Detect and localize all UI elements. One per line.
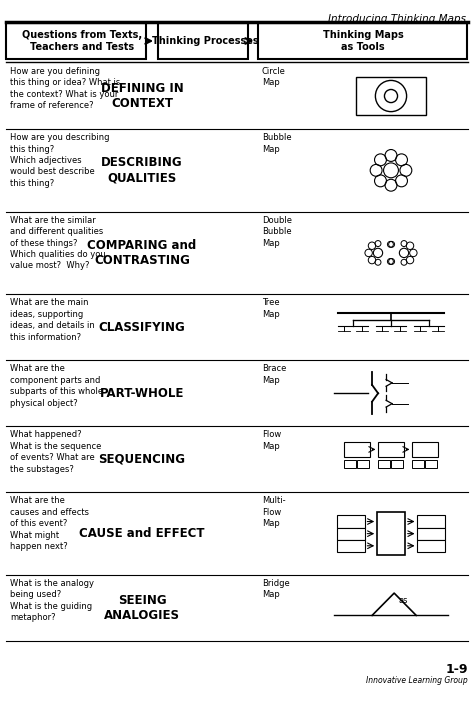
FancyBboxPatch shape <box>418 515 445 528</box>
Text: What are the
causes and effects
of this event?
What might
happen next?: What are the causes and effects of this … <box>10 496 89 551</box>
FancyBboxPatch shape <box>378 460 390 468</box>
Text: SEEING
ANALOGIES: SEEING ANALOGIES <box>104 594 180 622</box>
Text: Thinking Processes: Thinking Processes <box>152 36 258 46</box>
FancyBboxPatch shape <box>412 460 424 468</box>
Text: Circle
Map: Circle Map <box>262 67 286 88</box>
Text: PART-WHOLE: PART-WHOLE <box>100 387 184 400</box>
Text: as: as <box>398 596 408 605</box>
Text: Brace
Map: Brace Map <box>262 365 286 385</box>
FancyBboxPatch shape <box>158 23 248 59</box>
Text: Flow
Map: Flow Map <box>262 430 281 451</box>
Text: CLASSIFYING: CLASSIFYING <box>99 321 185 334</box>
Text: Double
Bubble
Map: Double Bubble Map <box>262 216 292 247</box>
Text: Thinking Maps
as Tools: Thinking Maps as Tools <box>323 30 403 52</box>
Text: Introducing Thinking Maps: Introducing Thinking Maps <box>328 14 466 24</box>
FancyBboxPatch shape <box>391 460 403 468</box>
Text: Bubble
Map: Bubble Map <box>262 133 292 154</box>
Text: Multi-
Flow
Map: Multi- Flow Map <box>262 496 286 529</box>
Text: What is the analogy
being used?
What is the guiding
metaphor?: What is the analogy being used? What is … <box>10 579 94 622</box>
FancyBboxPatch shape <box>337 540 365 552</box>
Text: How are you defining
this thing or idea? What is
the context? What is your
frame: How are you defining this thing or idea?… <box>10 67 120 110</box>
Text: SEQUENCING: SEQUENCING <box>99 453 185 466</box>
FancyBboxPatch shape <box>337 515 365 528</box>
Text: Tree
Map: Tree Map <box>262 298 280 319</box>
FancyBboxPatch shape <box>6 23 146 59</box>
FancyBboxPatch shape <box>418 528 445 540</box>
FancyBboxPatch shape <box>418 540 445 552</box>
Text: DEFINING IN
CONTEXT: DEFINING IN CONTEXT <box>100 82 183 110</box>
Text: Innovative Learning Group: Innovative Learning Group <box>366 676 468 685</box>
FancyBboxPatch shape <box>258 23 467 59</box>
FancyBboxPatch shape <box>357 460 369 468</box>
FancyBboxPatch shape <box>337 528 365 540</box>
FancyBboxPatch shape <box>377 512 405 555</box>
Text: Bridge
Map: Bridge Map <box>262 579 290 599</box>
FancyBboxPatch shape <box>345 460 356 468</box>
Text: DESCRIBING
QUALITIES: DESCRIBING QUALITIES <box>101 156 183 184</box>
Text: How are you describing
this thing?
Which adjectives
would best describe
this thi: How are you describing this thing? Which… <box>10 133 109 188</box>
Text: What happened?
What is the sequence
of events? What are
the substages?: What happened? What is the sequence of e… <box>10 430 101 474</box>
Text: What are the
component parts and
subparts of this whole
physical object?: What are the component parts and subpart… <box>10 365 103 407</box>
FancyBboxPatch shape <box>412 442 438 457</box>
FancyBboxPatch shape <box>345 442 370 457</box>
Text: COMPARING and
CONTRASTING: COMPARING and CONTRASTING <box>87 239 197 267</box>
Text: Questions from Texts,
Teachers and Tests: Questions from Texts, Teachers and Tests <box>22 30 142 52</box>
Text: CAUSE and EFFECT: CAUSE and EFFECT <box>79 527 205 540</box>
FancyBboxPatch shape <box>356 77 426 114</box>
FancyBboxPatch shape <box>378 442 403 457</box>
Text: What are the main
ideas, supporting
ideas, and details in
this information?: What are the main ideas, supporting idea… <box>10 298 95 341</box>
Text: 1-9: 1-9 <box>446 663 468 676</box>
Text: What are the similar
and different qualities
of these things?
Which qualities do: What are the similar and different quali… <box>10 216 106 271</box>
FancyBboxPatch shape <box>425 460 437 468</box>
